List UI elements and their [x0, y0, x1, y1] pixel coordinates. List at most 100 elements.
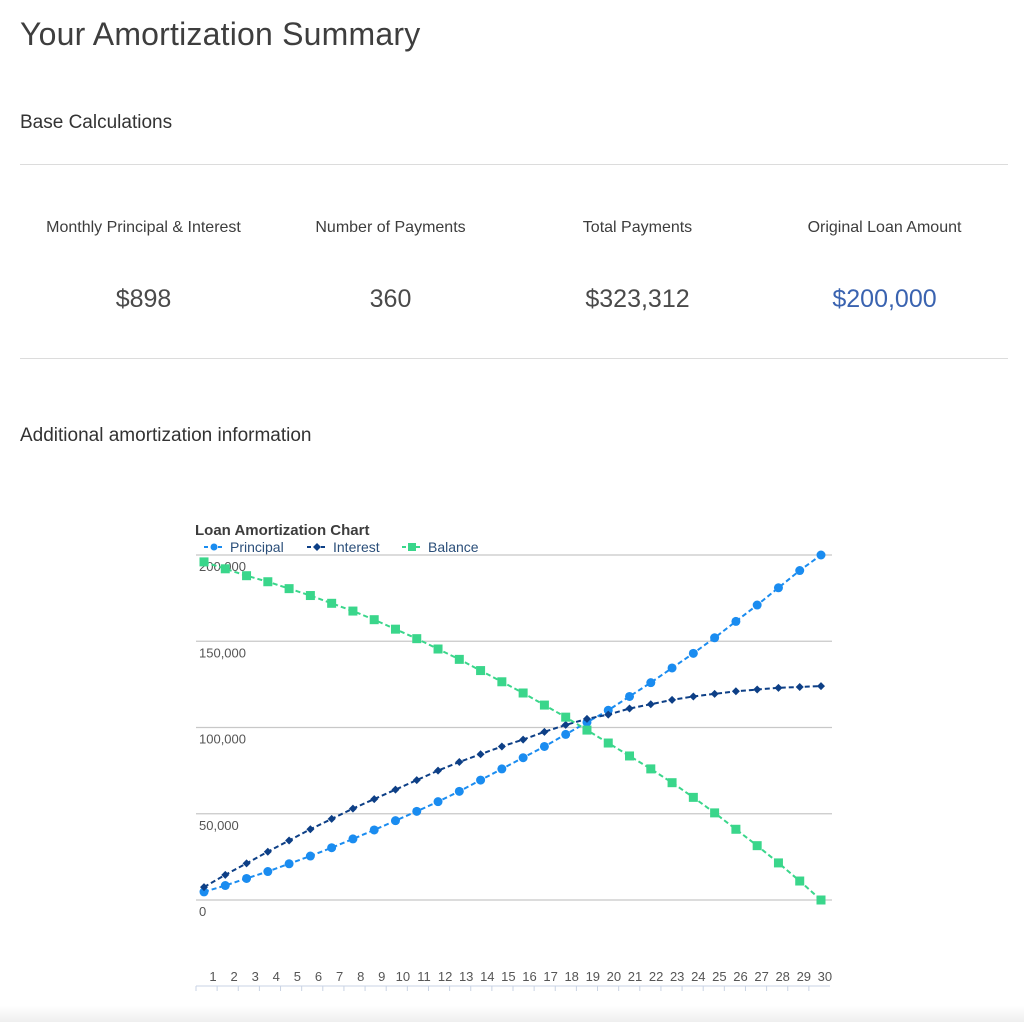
- legend-label-principal: Principal: [230, 539, 284, 555]
- point-balance: [263, 577, 273, 587]
- metric-label: Number of Payments: [315, 218, 466, 236]
- legend-label-balance: Balance: [428, 539, 479, 555]
- y-tick-label: 50,000: [199, 818, 239, 833]
- point-interest: [795, 682, 804, 691]
- point-balance: [603, 738, 613, 748]
- point-balance: [497, 677, 507, 687]
- legend-marker-balance: [408, 543, 416, 551]
- metric-label: Total Payments: [582, 218, 693, 236]
- x-tick-label: 14: [480, 969, 494, 984]
- point-balance: [284, 584, 294, 594]
- series-line-interest: [203, 685, 822, 888]
- legend-label-interest: Interest: [333, 539, 380, 555]
- point-balance: [646, 764, 656, 774]
- point-interest: [370, 795, 379, 804]
- x-tick-label: 26: [733, 969, 747, 984]
- point-balance: [561, 712, 571, 722]
- point-balance: [795, 876, 805, 886]
- point-principal: [433, 797, 443, 807]
- point-interest: [582, 714, 591, 723]
- point-interest: [731, 687, 740, 696]
- point-balance: [731, 824, 741, 834]
- point-balance: [539, 700, 549, 710]
- metric-total-payments: Total Payments $323,312: [514, 165, 761, 358]
- x-tick-label: 16: [522, 969, 536, 984]
- point-principal: [305, 851, 315, 861]
- point-balance: [816, 895, 826, 905]
- metric-label: Original Loan Amount: [807, 218, 962, 236]
- y-tick-label: 100,000: [199, 732, 246, 747]
- chart-title: Loan Amortization Chart: [195, 522, 369, 539]
- point-principal: [390, 816, 400, 826]
- point-principal: [752, 600, 762, 610]
- point-balance: [305, 591, 315, 601]
- point-balance: [454, 654, 464, 664]
- metric-value: $323,312: [585, 285, 690, 313]
- point-principal: [731, 616, 741, 626]
- point-balance: [710, 808, 720, 818]
- x-tick-label: 29: [797, 969, 811, 984]
- metric-number-of-payments: Number of Payments 360: [267, 165, 514, 358]
- x-tick-label: 7: [336, 969, 343, 984]
- point-principal: [539, 741, 549, 751]
- point-balance: [242, 571, 252, 581]
- point-principal: [688, 648, 698, 658]
- point-interest: [391, 785, 400, 794]
- x-tick-label: 12: [438, 969, 452, 984]
- point-balance: [390, 624, 400, 634]
- point-interest: [306, 825, 315, 834]
- point-principal: [476, 775, 486, 785]
- x-tick-label: 25: [712, 969, 726, 984]
- x-tick-label: 15: [501, 969, 515, 984]
- point-balance: [220, 564, 230, 574]
- point-interest: [412, 776, 421, 785]
- point-principal: [242, 873, 252, 883]
- x-tick-label: 1: [209, 969, 216, 984]
- x-tick-label: 5: [294, 969, 301, 984]
- point-balance: [752, 841, 762, 851]
- point-interest: [200, 883, 208, 892]
- point-principal: [263, 867, 273, 877]
- point-interest: [434, 766, 443, 775]
- bottom-shadow: [0, 1006, 1024, 1022]
- y-tick-label: 150,000: [199, 645, 246, 660]
- metric-value: 360: [369, 285, 412, 313]
- point-principal: [710, 633, 720, 643]
- point-balance: [582, 725, 592, 735]
- x-tick-label: 21: [628, 969, 642, 984]
- x-tick-label: 9: [378, 969, 385, 984]
- point-interest: [689, 692, 698, 701]
- x-tick-label: 23: [670, 969, 684, 984]
- point-interest: [455, 758, 464, 766]
- x-tick-label: 10: [396, 969, 410, 984]
- base-calculations-heading: Base Calculations: [20, 112, 173, 133]
- x-tick-label: 4: [273, 969, 280, 984]
- point-principal: [454, 786, 464, 796]
- metric-value: $200,000: [832, 285, 937, 313]
- x-tick-label: 24: [691, 969, 705, 984]
- divider-top: [20, 164, 1008, 165]
- point-balance: [773, 858, 783, 868]
- point-principal: [412, 806, 422, 816]
- point-balance: [348, 606, 358, 616]
- point-interest: [774, 683, 783, 692]
- point-principal: [625, 691, 635, 701]
- point-principal: [561, 729, 571, 739]
- point-interest: [327, 814, 336, 823]
- series-line-principal: [203, 554, 822, 893]
- point-interest: [263, 847, 272, 856]
- y-tick-label: 0: [199, 904, 206, 919]
- legend-marker-interest: [313, 543, 321, 551]
- series-line-balance: [203, 560, 822, 901]
- point-interest: [604, 710, 613, 719]
- point-balance: [412, 634, 422, 644]
- point-principal: [667, 663, 677, 673]
- point-balance: [327, 598, 337, 608]
- x-tick-label: 13: [459, 969, 473, 984]
- point-balance: [476, 666, 486, 676]
- x-tick-label: 8: [357, 969, 364, 984]
- point-interest: [710, 689, 719, 698]
- x-tick-label: 6: [315, 969, 322, 984]
- point-interest: [221, 870, 230, 879]
